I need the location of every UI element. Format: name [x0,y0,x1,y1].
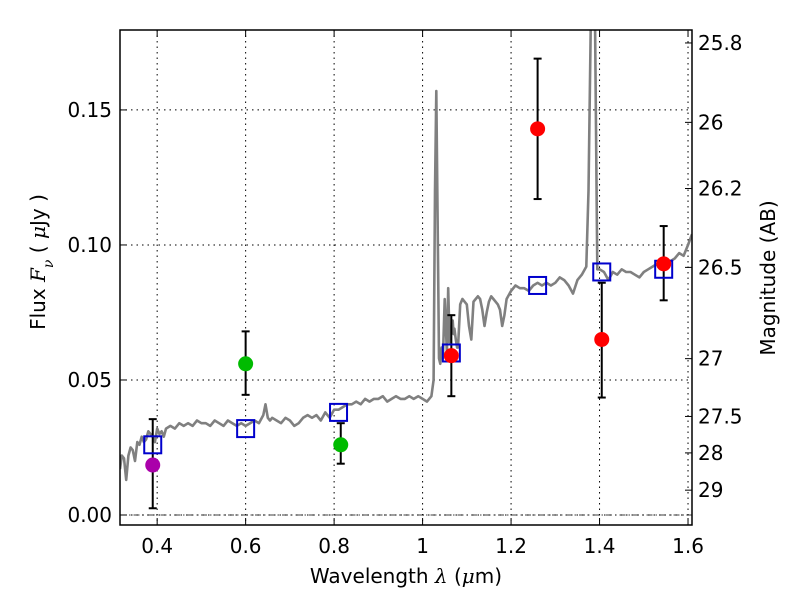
right-tick-label: 28 [698,441,723,465]
y-tick-label: 0.00 [67,503,112,527]
right-axis-label: Magnitude (AB) [756,200,780,355]
observed-flux-point [443,348,459,364]
spectrum-line [120,30,692,482]
x-tick-label: 1.6 [672,534,704,558]
y-tick-label: 0.15 [67,98,112,122]
x-axis-label-unit: ( [448,564,462,588]
observed-flux-point [530,121,546,137]
x-axis-label-text: Wavelength [310,564,435,588]
grid-lines [120,30,692,525]
plot-frame [119,29,693,526]
plot-area [120,30,692,510]
x-tick-label: 1.2 [495,534,527,558]
y-axis-label-open: ( [26,239,50,260]
right-tick-label: 27 [698,347,723,371]
right-tick-label: 29 [698,478,723,502]
right-tick-labels: 25.8 26 26.2 26.5 27 27.5 28 29 [698,31,743,502]
model-photometry-square [143,435,163,455]
x-tick-label: 0.6 [230,534,262,558]
right-tick-label: 26.2 [698,177,743,201]
y-axis-label-mu: μ [26,226,50,239]
observed-flux-point [656,256,672,272]
x-axis-label-unit-end: m) [475,564,502,588]
observed-flux-point [333,437,349,453]
observed-flux-point [594,331,610,347]
y-axis-label-F: F [26,267,50,283]
marker-layer [143,121,674,473]
x-tick-labels: 0.4 0.6 0.8 1 1.2 1.4 1.6 [141,534,704,558]
x-tick-label: 1.4 [584,534,616,558]
model-photometry-square [592,262,612,282]
x-tick-label: 1 [416,534,429,558]
x-axis-label-mu: μ [462,564,475,588]
right-tick-label: 26.5 [698,255,743,279]
y-axis-label-nu: ν [41,259,57,268]
model-photometry-square [236,419,256,439]
right-tick-label: 25.8 [698,31,743,55]
x-tick-label: 0.4 [141,534,173,558]
x-axis-label-lambda: λ [434,564,448,588]
y-axis-label: Flux Fν ( μJy ) [26,194,57,330]
x-tick-label: 0.8 [318,534,350,558]
spectrum-layer [120,30,692,482]
observed-flux-point [238,356,254,372]
y-tick-label: 0.05 [67,368,112,392]
model-photometry-square [329,402,349,422]
y-tick-label: 0.10 [67,233,112,257]
x-axis-label: Wavelength λ (μm) [310,564,502,588]
y-axis-label-text: Flux [26,282,50,330]
y-tick-labels: 0.00 0.05 0.10 0.15 [67,98,112,527]
observed-flux-point [145,457,161,473]
model-photometry-square [528,275,548,295]
y-axis-label-unit: Jy ) [26,194,50,228]
axis-ticks [120,30,692,525]
right-tick-label: 27.5 [698,404,743,428]
right-tick-label: 26 [698,110,723,134]
